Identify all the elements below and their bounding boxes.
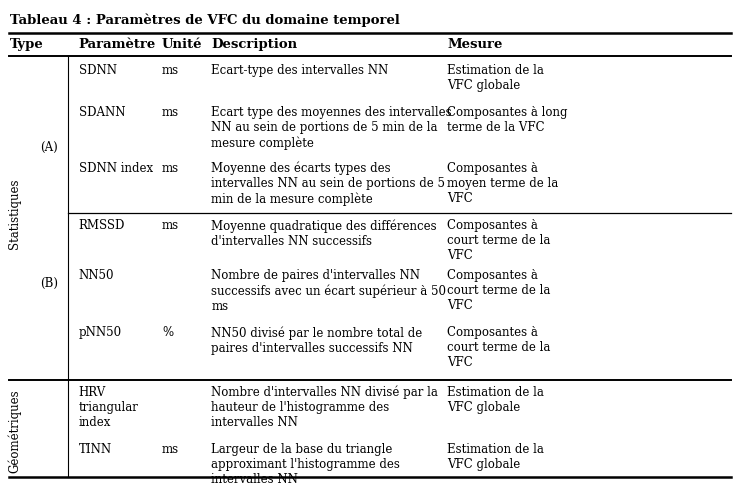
Text: Mesure: Mesure [448,38,502,51]
Text: Paramètre: Paramètre [78,38,156,51]
Text: pNN50: pNN50 [78,327,122,339]
Text: SDNN: SDNN [78,64,117,77]
Text: Ecart type des moyennes des intervalles
NN au sein de portions de 5 min de la
me: Ecart type des moyennes des intervalles … [212,106,452,150]
Text: HRV
triangular
index: HRV triangular index [78,386,138,429]
Text: Géométriques: Géométriques [8,389,21,473]
Text: Largeur de la base du triangle
approximant l'histogramme des
intervalles NN: Largeur de la base du triangle approxima… [212,443,400,486]
Text: SDNN index: SDNN index [78,162,153,175]
Text: ms: ms [162,64,179,77]
Text: ms: ms [162,219,179,232]
Text: NN50 divisé par le nombre total de
paires d'intervalles successifs NN: NN50 divisé par le nombre total de paire… [212,327,423,355]
Text: SDANN: SDANN [78,106,125,119]
Text: Tableau 4 : Paramètres de VFC du domaine temporel: Tableau 4 : Paramètres de VFC du domaine… [10,13,400,27]
Text: (A): (A) [40,141,58,154]
Text: NN50: NN50 [78,269,114,282]
Text: Nombre de paires d'intervalles NN
successifs avec un écart supérieur à 50
ms: Nombre de paires d'intervalles NN succes… [212,269,446,313]
Text: Statistiques: Statistiques [8,179,21,249]
Text: Composantes à
court terme de la
VFC: Composantes à court terme de la VFC [448,327,551,369]
Text: %: % [162,327,173,339]
Text: Estimation de la
VFC globale: Estimation de la VFC globale [448,64,545,91]
Text: Description: Description [212,38,297,51]
Text: Composantes à
court terme de la
VFC: Composantes à court terme de la VFC [448,219,551,262]
Text: ms: ms [162,443,179,456]
Text: TINN: TINN [78,443,112,456]
Text: Moyenne des écarts types des
intervalles NN au sein de portions de 5
min de la m: Moyenne des écarts types des intervalles… [212,162,445,206]
Text: Composantes à long
terme de la VFC: Composantes à long terme de la VFC [448,106,568,134]
Text: Composantes à
moyen terme de la
VFC: Composantes à moyen terme de la VFC [448,162,559,205]
Text: (B): (B) [40,277,58,290]
Text: Estimation de la
VFC globale: Estimation de la VFC globale [448,386,545,414]
Text: Ecart-type des intervalles NN: Ecart-type des intervalles NN [212,64,388,77]
Text: Nombre d'intervalles NN divisé par la
hauteur de l'histogramme des
intervalles N: Nombre d'intervalles NN divisé par la ha… [212,386,438,429]
Text: RMSSD: RMSSD [78,219,125,232]
Text: Moyenne quadratique des différences
d'intervalles NN successifs: Moyenne quadratique des différences d'in… [212,219,437,248]
Text: ms: ms [162,106,179,119]
Text: Composantes à
court terme de la
VFC: Composantes à court terme de la VFC [448,269,551,312]
Text: ms: ms [162,162,179,175]
Text: Unité: Unité [162,38,203,51]
Text: Estimation de la
VFC globale: Estimation de la VFC globale [448,443,545,471]
Text: Type: Type [10,38,44,51]
